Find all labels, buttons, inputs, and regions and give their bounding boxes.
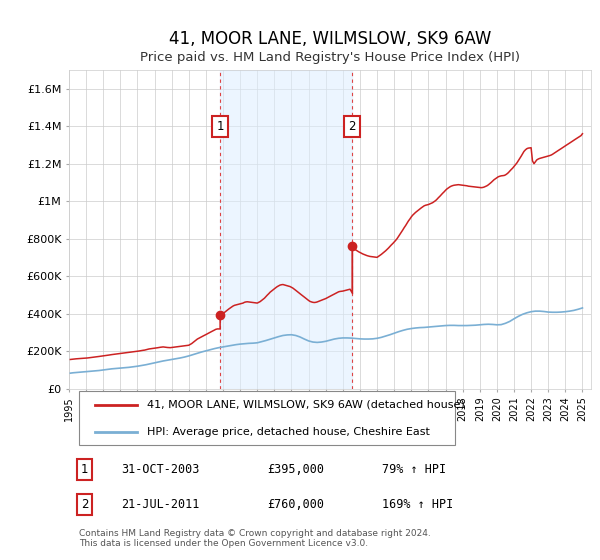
- Text: 41, MOOR LANE, WILMSLOW, SK9 6AW: 41, MOOR LANE, WILMSLOW, SK9 6AW: [169, 30, 491, 48]
- Text: 1: 1: [81, 463, 88, 476]
- Text: HPI: Average price, detached house, Cheshire East: HPI: Average price, detached house, Ches…: [148, 427, 430, 437]
- Text: £395,000: £395,000: [268, 463, 325, 476]
- Text: 41, MOOR LANE, WILMSLOW, SK9 6AW (detached house): 41, MOOR LANE, WILMSLOW, SK9 6AW (detach…: [148, 400, 465, 409]
- Text: Price paid vs. HM Land Registry's House Price Index (HPI): Price paid vs. HM Land Registry's House …: [140, 52, 520, 64]
- Text: 1: 1: [217, 120, 224, 133]
- FancyBboxPatch shape: [79, 391, 455, 445]
- Text: 2: 2: [349, 120, 356, 133]
- Bar: [220, 70, 352, 389]
- Text: 169% ↑ HPI: 169% ↑ HPI: [382, 498, 454, 511]
- Text: 31-OCT-2003: 31-OCT-2003: [121, 463, 200, 476]
- Text: £760,000: £760,000: [268, 498, 325, 511]
- Text: Contains HM Land Registry data © Crown copyright and database right 2024.
This d: Contains HM Land Registry data © Crown c…: [79, 529, 431, 548]
- Text: 21-JUL-2011: 21-JUL-2011: [121, 498, 200, 511]
- Text: 2: 2: [81, 498, 88, 511]
- Text: 79% ↑ HPI: 79% ↑ HPI: [382, 463, 446, 476]
